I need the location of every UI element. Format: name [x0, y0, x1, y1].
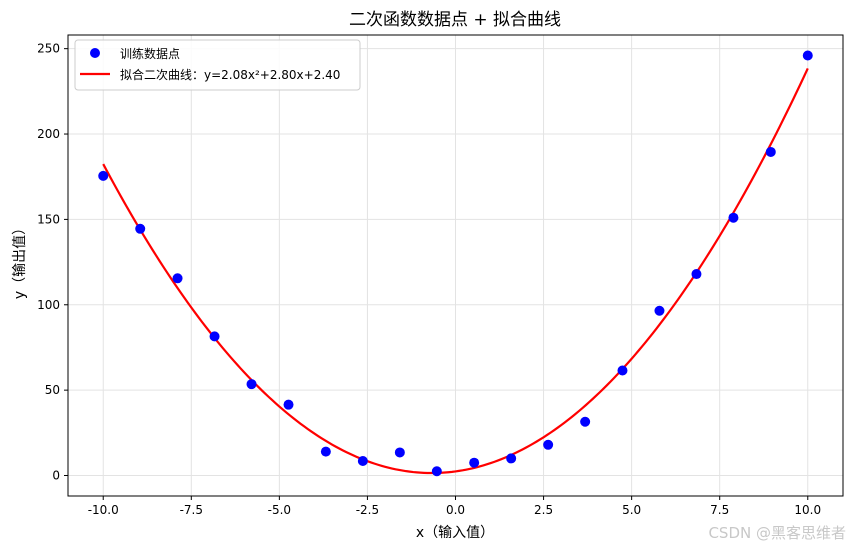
data-point [802, 50, 813, 61]
data-point [691, 269, 702, 280]
fit-layer [102, 68, 809, 475]
data-point [617, 365, 628, 376]
x-tick-label: -7.5 [180, 503, 203, 517]
data-point [209, 331, 220, 342]
grid-layer [68, 35, 843, 496]
y-axis-label: y（输出值） [12, 221, 28, 299]
y-tick-label: 50 [45, 383, 60, 397]
y-tick-label: 250 [37, 42, 60, 56]
legend: 训练数据点 拟合二次曲线：y=2.08x²+2.80x+2.40 [74, 39, 361, 91]
watermark: CSDN @黑客思维者 [708, 524, 846, 542]
data-point [765, 146, 776, 157]
chart-title: 二次函数数据点 + 拟合曲线 [349, 10, 561, 30]
x-tick-label: -5.0 [268, 503, 291, 517]
data-point [728, 212, 739, 223]
y-axis-ticks: 0 50 100 150 200 250 [37, 42, 68, 483]
y-tick-label: 0 [52, 469, 60, 483]
y-tick-label: 150 [37, 212, 60, 226]
x-tick-label: 2.5 [534, 503, 553, 517]
data-point [469, 457, 480, 468]
data-point [543, 439, 554, 450]
fit-curve [102, 68, 809, 475]
data-point [320, 446, 331, 457]
legend-box [74, 39, 361, 91]
data-point [357, 455, 368, 466]
points-layer [98, 50, 813, 477]
data-point [580, 416, 591, 427]
x-tick-label: 10.0 [794, 503, 821, 517]
y-tick-label: 100 [37, 298, 60, 312]
x-axis-ticks: -10.0 -7.5 -5.0 -2.5 0.0 2.5 5.0 7.5 10.0 [88, 496, 821, 517]
x-tick-label: 0.0 [446, 503, 465, 517]
data-point [431, 466, 442, 477]
data-point [135, 223, 146, 234]
legend-marker-scatter [90, 48, 100, 58]
data-point [394, 447, 405, 458]
data-point [283, 399, 294, 410]
x-tick-label: -10.0 [88, 503, 119, 517]
legend-label-line: 拟合二次曲线：y=2.08x²+2.80x+2.40 [120, 67, 340, 82]
legend-label-scatter: 训练数据点 [120, 46, 180, 61]
y-tick-label: 200 [37, 127, 60, 141]
data-point [506, 453, 517, 464]
x-tick-label: 7.5 [710, 503, 729, 517]
x-tick-label: 5.0 [622, 503, 641, 517]
x-axis-label: x（输入值） [416, 525, 494, 541]
x-tick-label: -2.5 [356, 503, 379, 517]
data-point [172, 273, 183, 284]
data-point [654, 305, 665, 316]
data-point [98, 170, 109, 181]
data-point [246, 379, 257, 390]
